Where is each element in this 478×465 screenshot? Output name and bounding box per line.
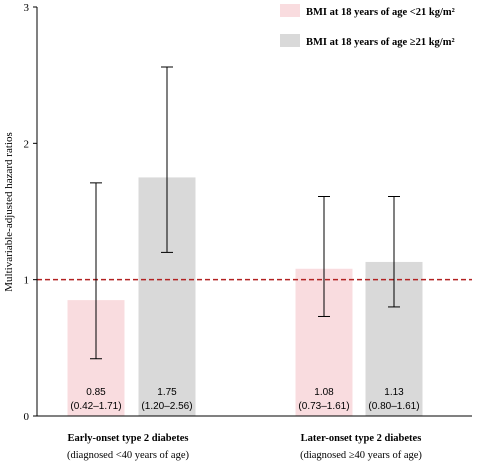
ci-label: (0.42–1.71): [70, 401, 121, 412]
group-label-later-line1: Later-onset type 2 diabetes: [301, 433, 422, 444]
ci-label: (1.20–2.56): [141, 401, 192, 412]
group-label-early-line1: Early-onset type 2 diabetes: [67, 433, 188, 444]
ci-label: (0.73–1.61): [298, 401, 349, 412]
group-label-later-line2: (diagnosed ≥40 years of age): [300, 450, 422, 461]
y-ticks: 0 1 2 3: [24, 2, 37, 423]
y-axis-label: Multivariable-adjusted hazard ratios: [3, 132, 15, 291]
data-labels: 0.85 (0.42–1.71) 1.08 (0.73–1.61) 1.75 (1.20–…: [70, 387, 419, 412]
legend-swatch-bmi-21-plus: [280, 34, 300, 47]
y-tick-label: 0: [24, 411, 30, 423]
group-label-early-line2: (diagnosed <40 years of age): [67, 450, 189, 461]
legend-label-bmi-21-plus: BMI at 18 years of age ≥21 kg/m²: [306, 37, 455, 48]
ci-label: (0.80–1.61): [368, 401, 419, 412]
value-label: 0.85: [86, 387, 106, 398]
legend-swatch-bmi-under-21: [280, 4, 300, 17]
y-tick-label: 1: [24, 275, 30, 287]
y-tick-label: 3: [24, 2, 30, 14]
error-bars-layer: [90, 66, 400, 360]
bars-layer: [67, 177, 423, 416]
value-label: 1.13: [384, 387, 404, 398]
y-axis: Multivariable-adjusted hazard ratios: [3, 7, 472, 417]
legend-label-bmi-under-21: BMI at 18 years of age <21 kg/m²: [306, 7, 455, 18]
y-tick-label: 2: [24, 138, 30, 150]
value-label: 1.08: [314, 387, 334, 398]
group-labels: Early-onset type 2 diabetes (diagnosed <…: [67, 433, 422, 461]
value-label: 1.75: [157, 387, 177, 398]
legend: BMI at 18 years of age <21 kg/m² BMI at …: [280, 4, 455, 48]
